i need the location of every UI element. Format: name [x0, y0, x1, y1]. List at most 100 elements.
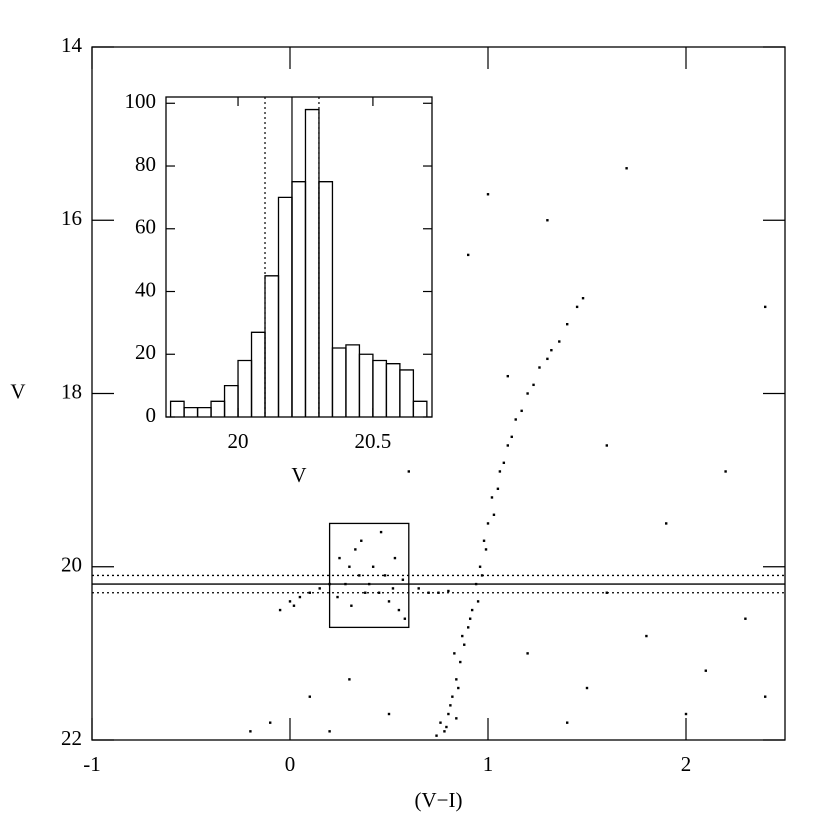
- star-point: [605, 444, 608, 447]
- y-tick-label: 20: [61, 553, 82, 577]
- star-point: [435, 734, 438, 737]
- star-point: [269, 721, 272, 724]
- star-point: [439, 721, 442, 724]
- star-point: [459, 660, 462, 664]
- star-point: [526, 652, 529, 655]
- y-tick-label: 20: [135, 340, 156, 364]
- star-point: [486, 522, 490, 525]
- star-point: [502, 461, 506, 464]
- x-tick-label: -1: [83, 752, 101, 776]
- star-point: [447, 589, 450, 593]
- star-point: [379, 530, 383, 534]
- star-point: [478, 565, 482, 568]
- x-tick-label: 0: [285, 752, 296, 776]
- star-point: [514, 418, 517, 421]
- star-point: [546, 357, 549, 361]
- star-point: [457, 686, 460, 690]
- star-point: [506, 444, 509, 447]
- plot-frame: [165, 96, 433, 418]
- star-point: [744, 617, 747, 620]
- star-point: [453, 652, 456, 655]
- star-point: [486, 193, 490, 196]
- x-tick-label: 1: [483, 752, 494, 776]
- star-point: [445, 725, 448, 729]
- x-axis-label: V: [291, 463, 306, 487]
- y-tick-label: 18: [61, 379, 82, 403]
- star-point: [451, 695, 454, 698]
- star-point: [467, 253, 470, 257]
- y-tick-label: 80: [135, 152, 156, 176]
- star-point: [377, 591, 381, 594]
- star-point: [558, 340, 561, 343]
- star-point: [506, 374, 509, 378]
- star-point: [417, 587, 420, 590]
- star-point: [298, 595, 302, 599]
- y-tick-label: 100: [125, 89, 157, 113]
- star-point: [470, 608, 474, 612]
- star-point: [492, 513, 496, 516]
- star-point: [484, 548, 488, 551]
- y-tick-label: 60: [135, 215, 156, 239]
- x-tick-label: 20.5: [355, 429, 392, 453]
- star-point: [546, 219, 549, 222]
- star-point: [566, 323, 569, 326]
- star-point: [550, 348, 553, 352]
- star-point: [358, 574, 361, 577]
- star-point: [318, 587, 321, 590]
- star-point: [581, 297, 585, 300]
- y-tick-label: 22: [61, 726, 82, 750]
- star-point: [308, 591, 311, 594]
- star-point: [407, 470, 410, 473]
- star-point: [393, 556, 397, 560]
- star-point: [403, 617, 407, 620]
- star-point: [447, 712, 450, 716]
- star-point: [490, 496, 494, 499]
- star-point: [575, 305, 579, 309]
- star-point: [288, 600, 292, 603]
- y-tick-label: 0: [146, 403, 157, 427]
- star-point: [510, 435, 513, 439]
- star-point: [308, 695, 311, 698]
- star-point: [585, 686, 589, 690]
- star-point: [461, 634, 464, 638]
- star-point: [449, 704, 452, 707]
- star-point: [350, 604, 353, 607]
- star-point: [566, 721, 569, 724]
- star-point: [249, 730, 252, 733]
- star-point: [348, 565, 351, 568]
- star-point: [391, 587, 395, 590]
- star-point: [665, 522, 668, 525]
- star-point: [625, 167, 628, 170]
- star-point: [645, 634, 648, 638]
- inset-background: [166, 97, 432, 417]
- star-point: [387, 600, 391, 603]
- histogram-step: [399, 369, 415, 417]
- star-point: [292, 604, 296, 607]
- star-point: [371, 565, 375, 568]
- star-point: [482, 539, 486, 542]
- star-point: [455, 678, 458, 681]
- star-point: [443, 730, 446, 733]
- star-point: [336, 595, 339, 599]
- x-tick-label: 20: [228, 429, 249, 453]
- star-point: [401, 578, 405, 581]
- histogram-step: [318, 181, 334, 417]
- y-tick-label: 16: [61, 206, 82, 230]
- star-point: [764, 305, 767, 309]
- y-tick-label: 14: [61, 33, 83, 57]
- x-axis-label: (V−I): [415, 788, 463, 812]
- star-point: [538, 366, 541, 369]
- star-point: [704, 669, 707, 672]
- star-point: [354, 548, 357, 551]
- star-point: [463, 643, 466, 646]
- star-point: [764, 695, 767, 698]
- star-point: [387, 712, 391, 716]
- star-point: [684, 712, 688, 716]
- star-point: [328, 730, 331, 733]
- star-point: [605, 591, 608, 594]
- star-point: [724, 470, 727, 473]
- star-point: [364, 591, 367, 594]
- star-point: [360, 539, 363, 542]
